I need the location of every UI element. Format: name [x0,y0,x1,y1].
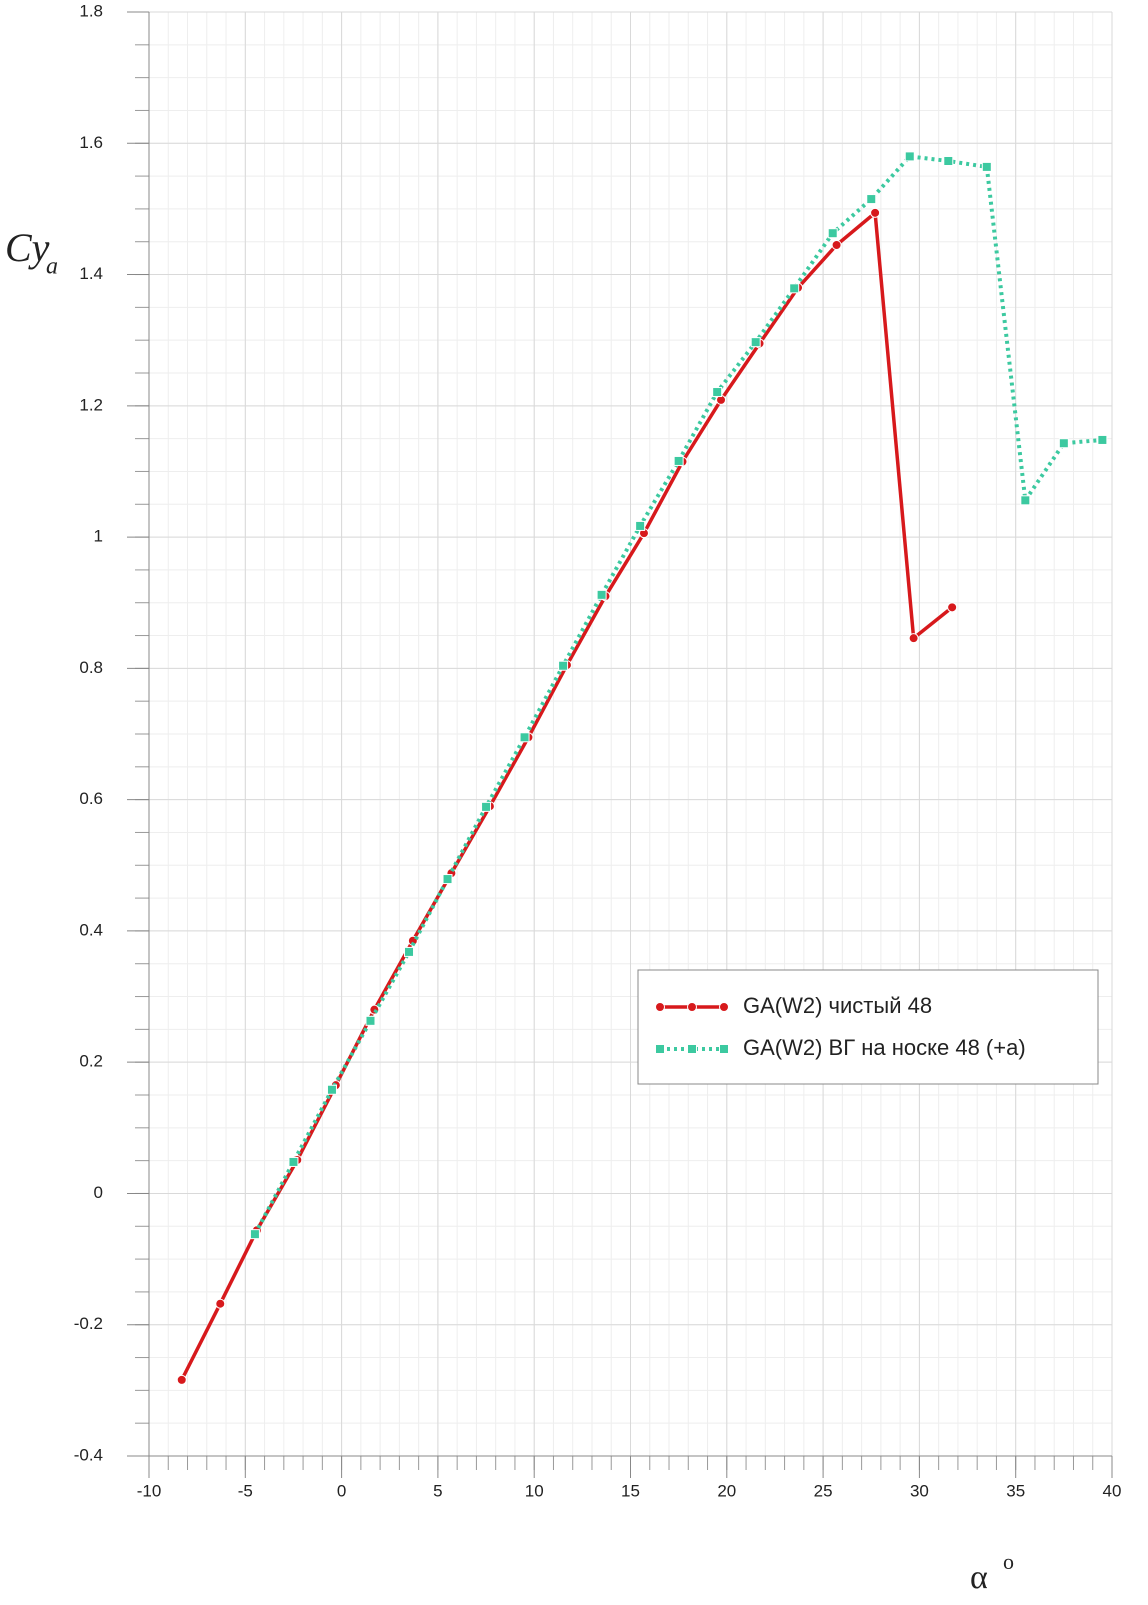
data-point [1097,434,1108,445]
data-point [789,283,800,294]
grid [135,11,1113,1470]
data-point [827,228,838,239]
data-point [519,732,530,743]
data-point [481,801,492,812]
x-tick-label: 25 [814,1481,833,1500]
x-tick-label: 0 [337,1481,346,1500]
data-point [981,161,992,172]
legend-marker [687,1044,697,1054]
legend-box [637,969,1099,1085]
x-tick-label: 20 [717,1481,736,1500]
data-point [596,589,607,600]
y-tick-label: 0.8 [79,658,103,677]
legend-marker [719,1002,729,1012]
data-point [947,602,958,613]
data-point [908,633,919,644]
x-tick-label: 30 [910,1481,929,1500]
data-point [404,946,415,957]
data-point [249,1229,260,1240]
data-point [831,240,842,251]
data-point [1020,495,1031,506]
legend-label: GA(W2) ВГ на носке 48 (+a) [743,1035,1026,1060]
y-tick-label: 0 [94,1183,103,1202]
data-point [215,1298,226,1309]
series-line [253,154,1103,1236]
data-point [326,1084,337,1095]
y-tick-label: -0.2 [74,1314,103,1333]
data-point [673,455,684,466]
legend-marker [719,1044,729,1054]
y-tick-label: 1.4 [79,264,103,283]
y-tick-label: 0.2 [79,1052,103,1071]
data-point [1058,438,1069,449]
legend-marker [655,1044,665,1054]
x-tick-label: 5 [433,1481,442,1500]
y-axis-label: Cy [5,225,50,270]
data-point [943,155,954,166]
data-point [288,1156,299,1167]
data-point [750,337,761,348]
legend-label: GA(W2) чистый 48 [743,993,932,1018]
y-tick-label: 1.6 [79,133,103,152]
data-point [904,151,915,162]
data-point [442,874,453,885]
y-axis-label-sub: a [46,254,58,280]
x-tick-label: 40 [1103,1481,1122,1500]
series-line [179,209,954,1382]
data-point [635,520,646,531]
x-axis-label-sup: o [1003,1549,1014,1574]
y-tick-label: 1.2 [79,395,103,414]
data-point [365,1015,376,1026]
legend-marker [687,1002,697,1012]
y-tick-label: 1.8 [79,1,103,20]
data-point [176,1374,187,1385]
y-tick-label: 0.6 [79,789,103,808]
x-tick-label: 10 [525,1481,544,1500]
x-axis-label: α [970,1559,988,1596]
data-point [712,387,723,398]
data-point [369,1004,380,1015]
x-tick-label: 15 [621,1481,640,1500]
data-point [870,207,881,218]
x-tick-label: -5 [238,1481,253,1500]
y-tick-label: -0.4 [74,1445,103,1464]
data-point [558,660,569,671]
x-tick-label: 35 [1006,1481,1025,1500]
x-tick-label: -10 [137,1481,162,1500]
legend-marker [655,1002,665,1012]
data-point [866,194,877,205]
y-tick-label: 1 [94,527,103,546]
y-tick-label: 0.4 [79,920,103,939]
